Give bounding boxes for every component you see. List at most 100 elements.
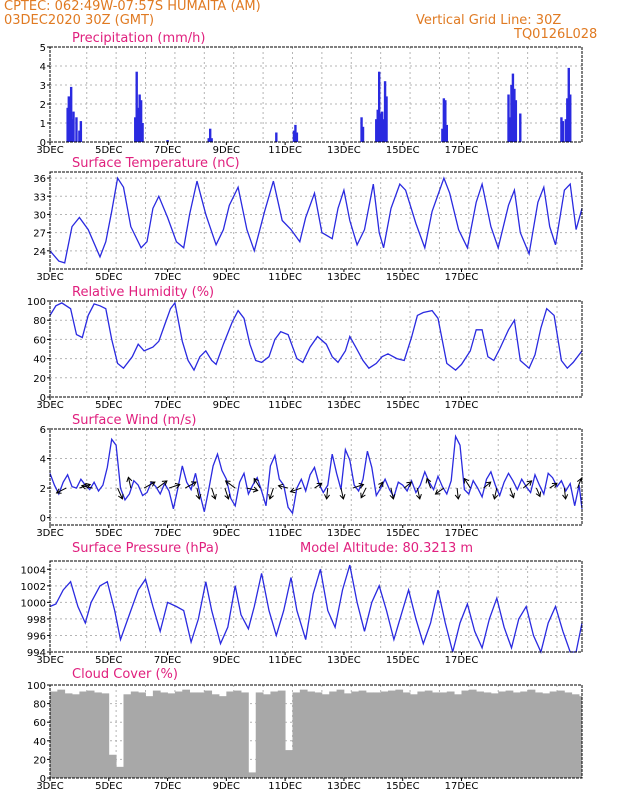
- cloud-bar: [373, 692, 382, 778]
- y-tick-label: 994: [27, 648, 46, 659]
- cloud-bar: [116, 766, 124, 778]
- wind-vector-head: [190, 481, 197, 487]
- wind-vector: [360, 487, 367, 498]
- cloud-bar: [94, 692, 102, 778]
- wind-vector: [225, 480, 236, 489]
- x-tick-label: 3DEC: [36, 528, 63, 539]
- x-tick-label: 11DEC: [268, 528, 302, 539]
- wind-vector: [426, 478, 432, 489]
- cloud-bar: [351, 691, 360, 778]
- precip-bar: [361, 126, 365, 142]
- wind-vector-head: [174, 482, 181, 489]
- x-tick-label: 17DEC: [445, 528, 479, 539]
- precip-bar: [139, 100, 143, 142]
- cloud-bar: [79, 691, 88, 778]
- cloud-bar: [388, 690, 396, 778]
- cloud-bar: [108, 754, 117, 778]
- x-tick-label: 3DEC: [36, 655, 63, 666]
- precip-bar: [295, 132, 299, 142]
- precip-bar: [377, 71, 381, 142]
- precip-bar: [382, 119, 385, 142]
- x-tick-label: 15DEC: [386, 655, 420, 666]
- y-tick-label: 40: [33, 737, 46, 748]
- wind-vector: [127, 477, 132, 489]
- wind-vector-head: [463, 477, 470, 484]
- wind-vector-head: [526, 480, 533, 486]
- y-tick-label: 60: [33, 718, 46, 729]
- cloud-bar: [277, 690, 286, 778]
- wind-vector-head: [224, 480, 231, 486]
- wind-vector-head: [211, 493, 217, 500]
- cloud-bar: [564, 692, 573, 778]
- cloud-bar: [167, 693, 176, 778]
- panel-rh: 0 20 40 60 80 100 3DEC 5DEC 7DEC 9DEC 11DEC 13DEC 15…: [27, 285, 583, 411]
- panel-frame: [49, 428, 583, 526]
- cloud-bar: [380, 691, 389, 778]
- wind-vector: [81, 485, 93, 489]
- y-tick-label: 33: [33, 192, 46, 203]
- wind-vector: [326, 488, 329, 499]
- panel-frame: [49, 560, 583, 653]
- wind-vector-head: [126, 476, 133, 483]
- cloud-bar: [571, 694, 580, 778]
- wind-vector-head: [434, 489, 441, 495]
- cloud-bar: [321, 694, 330, 778]
- panel-title: Precipitation (mm/h): [72, 31, 205, 46]
- x-tick-label: 5DEC: [95, 781, 122, 792]
- precip-bar: [78, 130, 81, 142]
- panel-title: Cloud Cover (%): [72, 667, 178, 682]
- cloud-bar: [152, 690, 161, 778]
- precip-bar: [141, 123, 144, 142]
- wind-vector-head: [551, 482, 558, 489]
- x-tick-label: 9DEC: [213, 145, 240, 156]
- wind-vector: [278, 485, 289, 489]
- wind-vector-head: [268, 493, 274, 500]
- wind-vector: [577, 478, 582, 489]
- cloud-bar: [329, 691, 337, 778]
- precip-bar: [166, 140, 169, 142]
- cloud-bar: [365, 692, 374, 778]
- wind-vector-head: [454, 494, 461, 500]
- cloud-bar: [549, 691, 558, 778]
- cloud-bar: [130, 691, 139, 778]
- cloud-bar: [57, 689, 66, 778]
- cloud-bar: [512, 692, 521, 778]
- x-tick-label: 9DEC: [213, 400, 240, 411]
- x-tick-label: 7DEC: [154, 781, 181, 792]
- precip-bar: [275, 132, 278, 142]
- panel-temp: 24 27 30 33 36 3DEC 5DEC 7DEC 9DEC 11DEC 13DEC 15DE…: [33, 156, 583, 283]
- wind-vector-head: [252, 486, 259, 493]
- wind-vector-head: [509, 492, 515, 499]
- x-tick-label: 9DEC: [213, 781, 240, 792]
- precip-bar: [134, 117, 137, 142]
- y-tick-label: 4: [40, 455, 46, 466]
- y-tick-label: 24: [33, 247, 46, 258]
- wind-vector: [314, 482, 323, 489]
- wind-vector-head: [425, 477, 432, 484]
- cloud-bar: [461, 690, 470, 778]
- wind-vector: [493, 487, 498, 499]
- panel-frame: [49, 46, 583, 143]
- wind-vector-head: [358, 482, 365, 489]
- x-tick-label: 9DEC: [213, 528, 240, 539]
- panel-wind: 0 2 4 6 3DEC 5DEC 7DEC 9DEC 11DEC 13DEC 15DEC 17DEC…: [36, 413, 583, 539]
- panel-title: Surface Wind (m/s): [72, 413, 196, 428]
- cloud-bar: [101, 693, 110, 778]
- wind-vector-head: [195, 493, 202, 500]
- x-tick-label: 9DEC: [213, 272, 240, 283]
- panel-title: Surface Temperature (nC): [72, 156, 240, 171]
- cloud-bar: [160, 692, 168, 778]
- precip-bar: [79, 121, 83, 142]
- y-tick-label: 20: [33, 374, 46, 385]
- header-model-id: TQ0126L028: [514, 27, 598, 42]
- precip-bar: [385, 96, 388, 142]
- cloud-bar: [336, 689, 345, 778]
- header-grid-line: Vertical Grid Line: 30Z: [416, 13, 562, 28]
- precip-bar: [136, 107, 140, 142]
- wind-vector: [211, 487, 216, 500]
- x-tick-label: 15DEC: [386, 781, 420, 792]
- wind-vector: [290, 487, 302, 493]
- cloud-bar: [424, 690, 433, 778]
- x-tick-label: 11DEC: [268, 400, 302, 411]
